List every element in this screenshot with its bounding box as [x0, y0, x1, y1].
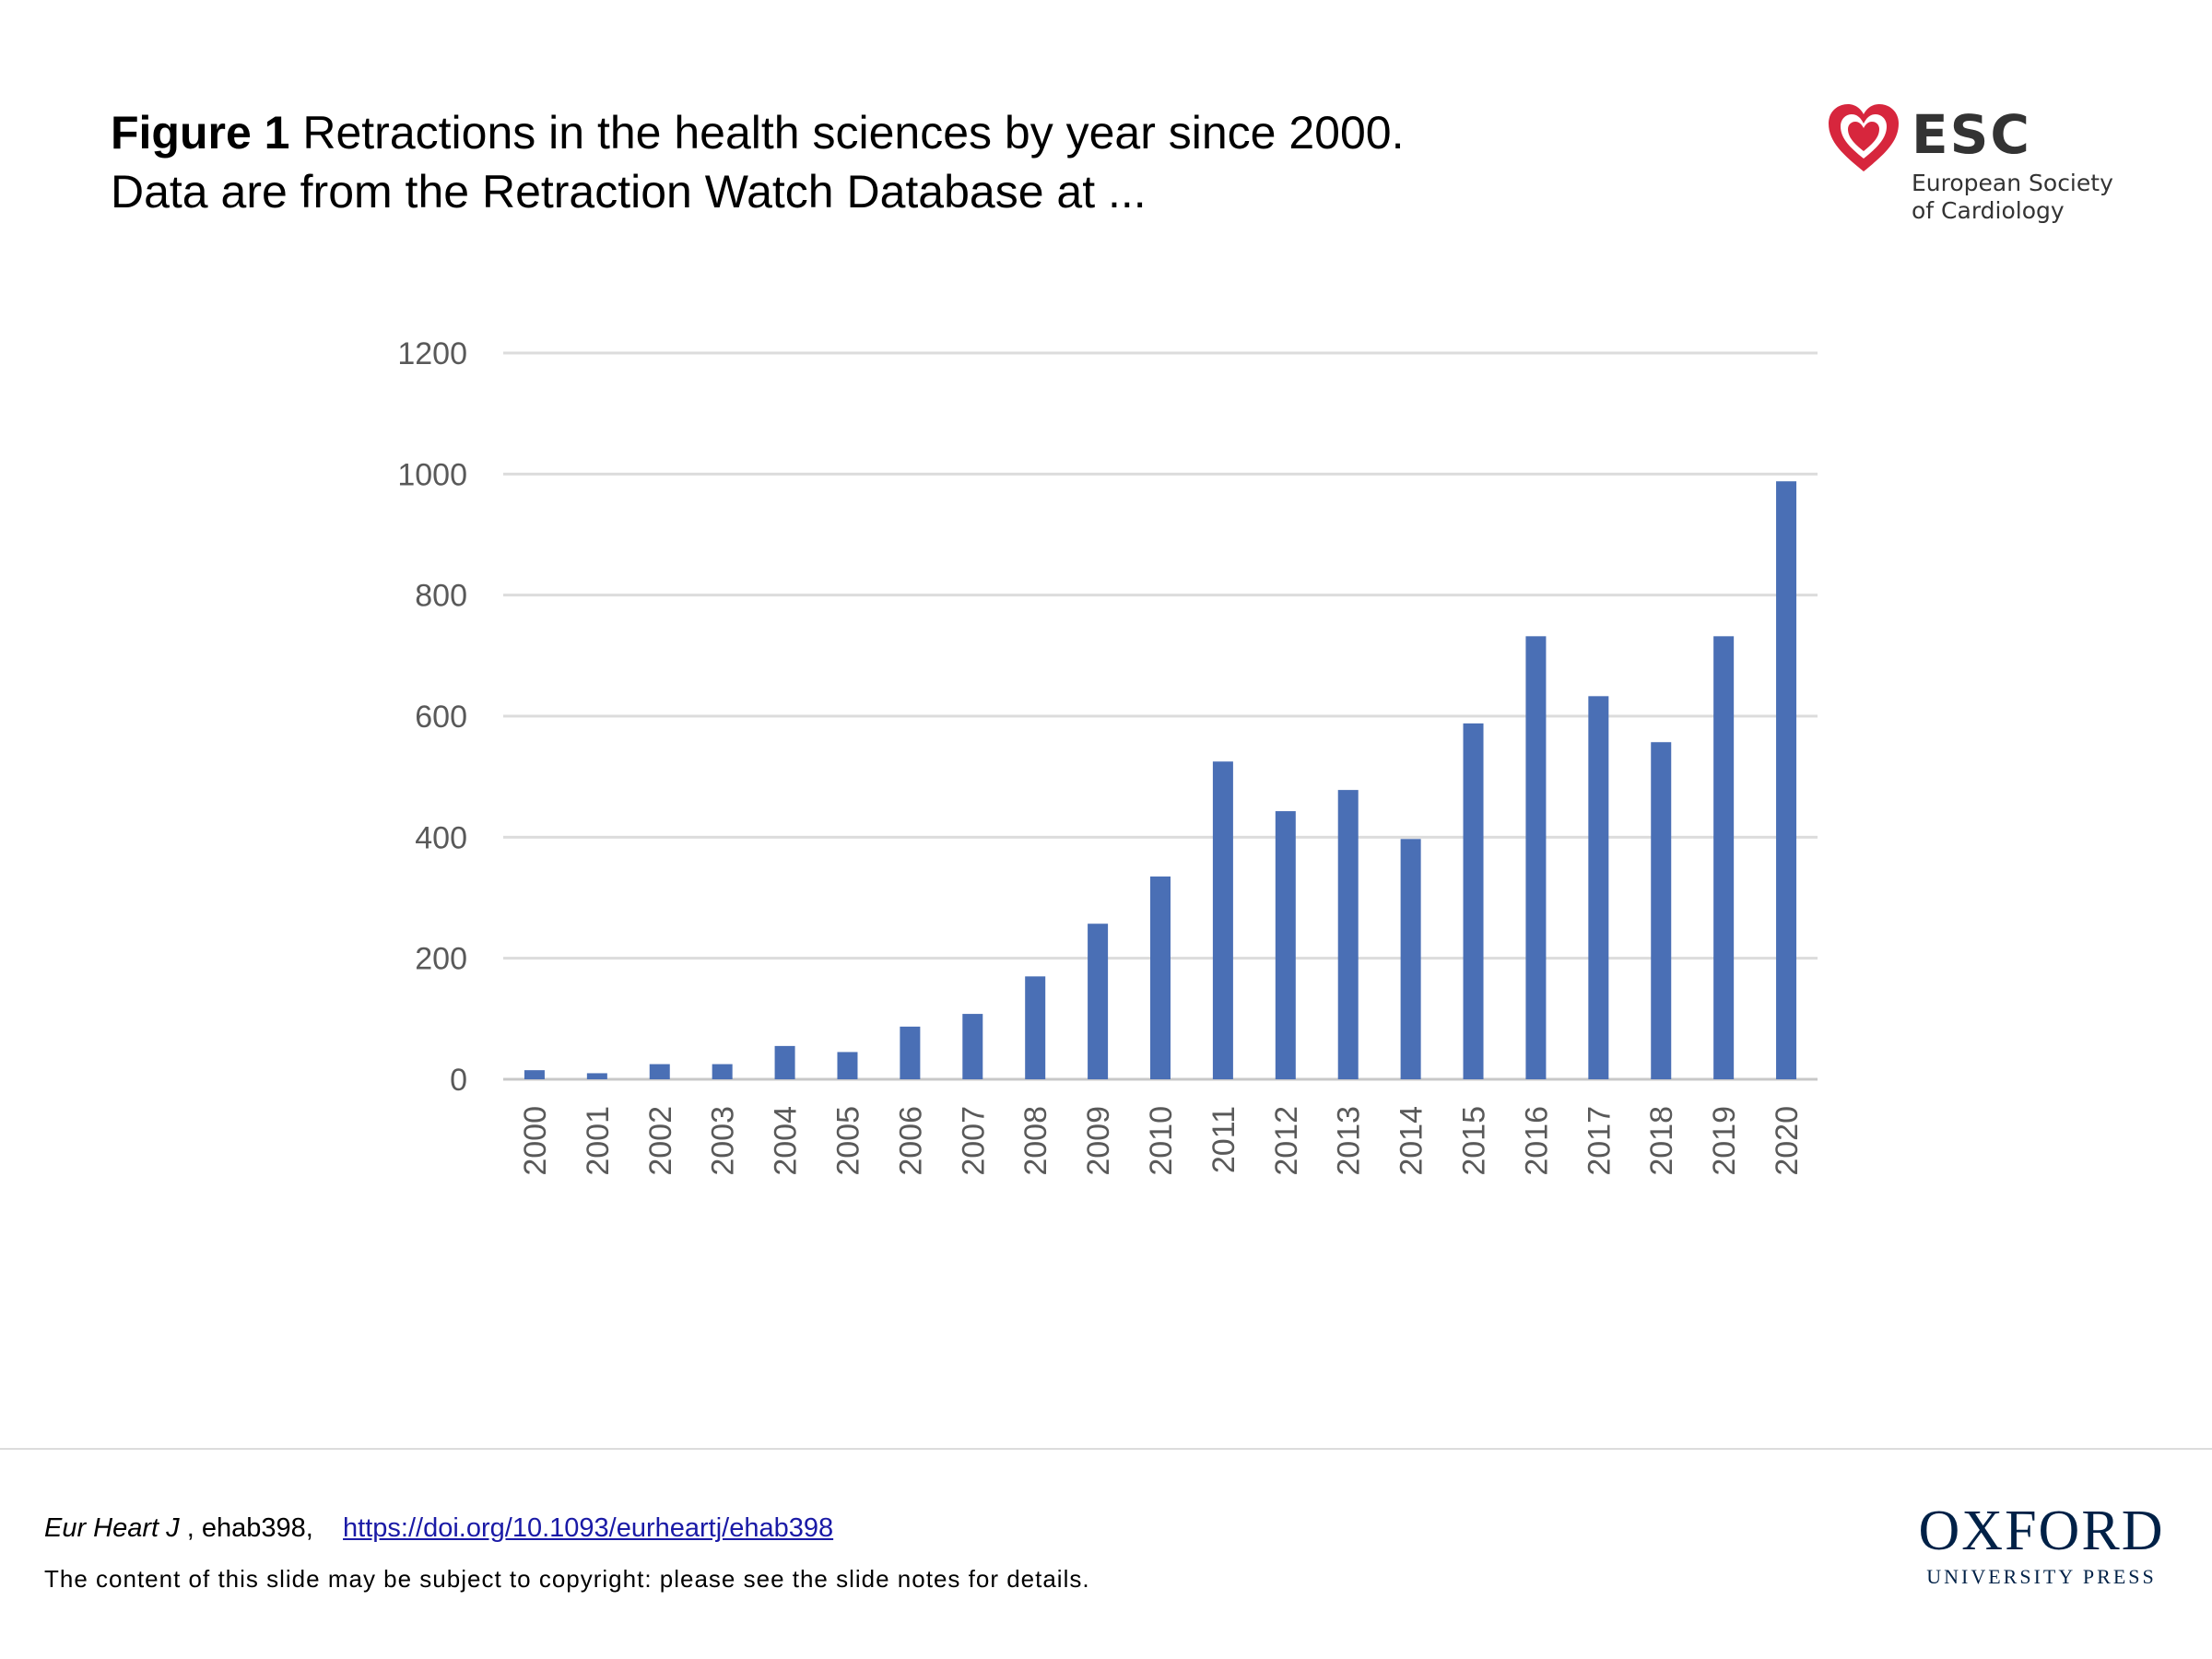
bar [1400, 839, 1421, 1079]
x-tick-label: 2009 [1081, 1106, 1116, 1176]
x-tick-label: 2010 [1144, 1106, 1179, 1176]
esc-subtitle-line-2: of Cardiology [1912, 197, 2065, 224]
y-tick-label: 1000 [397, 457, 467, 492]
oup-logo-main: OXFORD [1918, 1500, 2165, 1562]
x-tick-label: 2005 [830, 1106, 865, 1176]
bar [837, 1052, 858, 1079]
bar [1713, 636, 1735, 1079]
citation: Eur Heart J , ehab398, https://doi.org/1… [44, 1513, 833, 1544]
bar [900, 1026, 921, 1079]
bar [1088, 924, 1109, 1079]
bar [1275, 811, 1296, 1079]
caption-line-1: Retractions in the health sciences by ye… [289, 107, 1405, 159]
x-tick-label: 2013 [1332, 1106, 1367, 1176]
y-tick-label: 800 [415, 579, 467, 614]
x-tick-label: 2019 [1707, 1106, 1742, 1176]
bar [712, 1064, 733, 1079]
copyright-notice: The content of this slide may be subject… [44, 1565, 1090, 1593]
esc-name: ESC [1912, 103, 2031, 166]
retractions-bar-chart: 0 200 400 600 800 1000 1200 2000 2001 2002 2003 200… [397, 336, 1818, 1176]
x-tick-label: 2000 [518, 1106, 553, 1176]
oxford-university-press-logo: OXFORD UNIVERSITY PRESS [1908, 1502, 2175, 1589]
x-tick-label: 2004 [769, 1106, 804, 1176]
bar [774, 1045, 795, 1079]
x-tick-label: 2012 [1269, 1106, 1304, 1176]
y-tick-label: 600 [415, 700, 467, 735]
y-tick-label: 400 [415, 820, 467, 855]
bar [1025, 976, 1046, 1079]
y-tick-label: 0 [450, 1063, 467, 1098]
journal-name: Eur Heart J [44, 1513, 180, 1543]
footer-divider [0, 1448, 2212, 1450]
heart-icon [1829, 104, 1899, 171]
x-tick-label: 2020 [1770, 1106, 1805, 1176]
bar [649, 1064, 670, 1079]
x-tick-label: 2007 [956, 1106, 991, 1176]
bar [1212, 761, 1233, 1079]
x-tick-label: 2017 [1582, 1106, 1617, 1176]
y-tick-label: 200 [415, 942, 467, 977]
x-tick-label: 2006 [893, 1106, 928, 1176]
x-tick-label: 2015 [1457, 1106, 1492, 1176]
caption-line-2: Data are from the Retraction Watch Datab… [111, 166, 1147, 218]
x-tick-label: 2008 [1018, 1106, 1053, 1176]
x-tick-label: 2018 [1644, 1106, 1679, 1176]
bar [1337, 790, 1359, 1079]
bar [1651, 742, 1672, 1079]
bar [962, 1014, 983, 1079]
y-tick-label: 1200 [397, 336, 467, 371]
doi-link[interactable]: https://doi.org/10.1093/eurheartj/ehab39… [343, 1513, 834, 1543]
x-tick-label: 2002 [643, 1106, 678, 1176]
bar [1525, 636, 1547, 1079]
bar [1150, 877, 1171, 1079]
bar [1588, 696, 1609, 1079]
bar [1776, 481, 1797, 1079]
article-id: , ehab398, [179, 1513, 313, 1543]
x-tick-label: 2001 [581, 1106, 616, 1176]
bar [1463, 723, 1484, 1079]
figure-caption: Figure 1 Retractions in the health scien… [111, 103, 1724, 221]
bar [586, 1073, 607, 1079]
oup-logo-sub: UNIVERSITY PRESS [1926, 1565, 2157, 1588]
x-tick-label: 2016 [1519, 1106, 1554, 1176]
bar [524, 1070, 545, 1079]
x-tick-label: 2011 [1206, 1106, 1241, 1173]
x-tick-label: 2003 [706, 1106, 741, 1176]
x-tick-label: 2014 [1394, 1106, 1430, 1176]
esc-subtitle-line-1: European Society [1912, 170, 2113, 196]
esc-logo: ESC European Society of Cardiology [1825, 100, 2129, 229]
figure-label: Figure 1 [111, 107, 290, 159]
